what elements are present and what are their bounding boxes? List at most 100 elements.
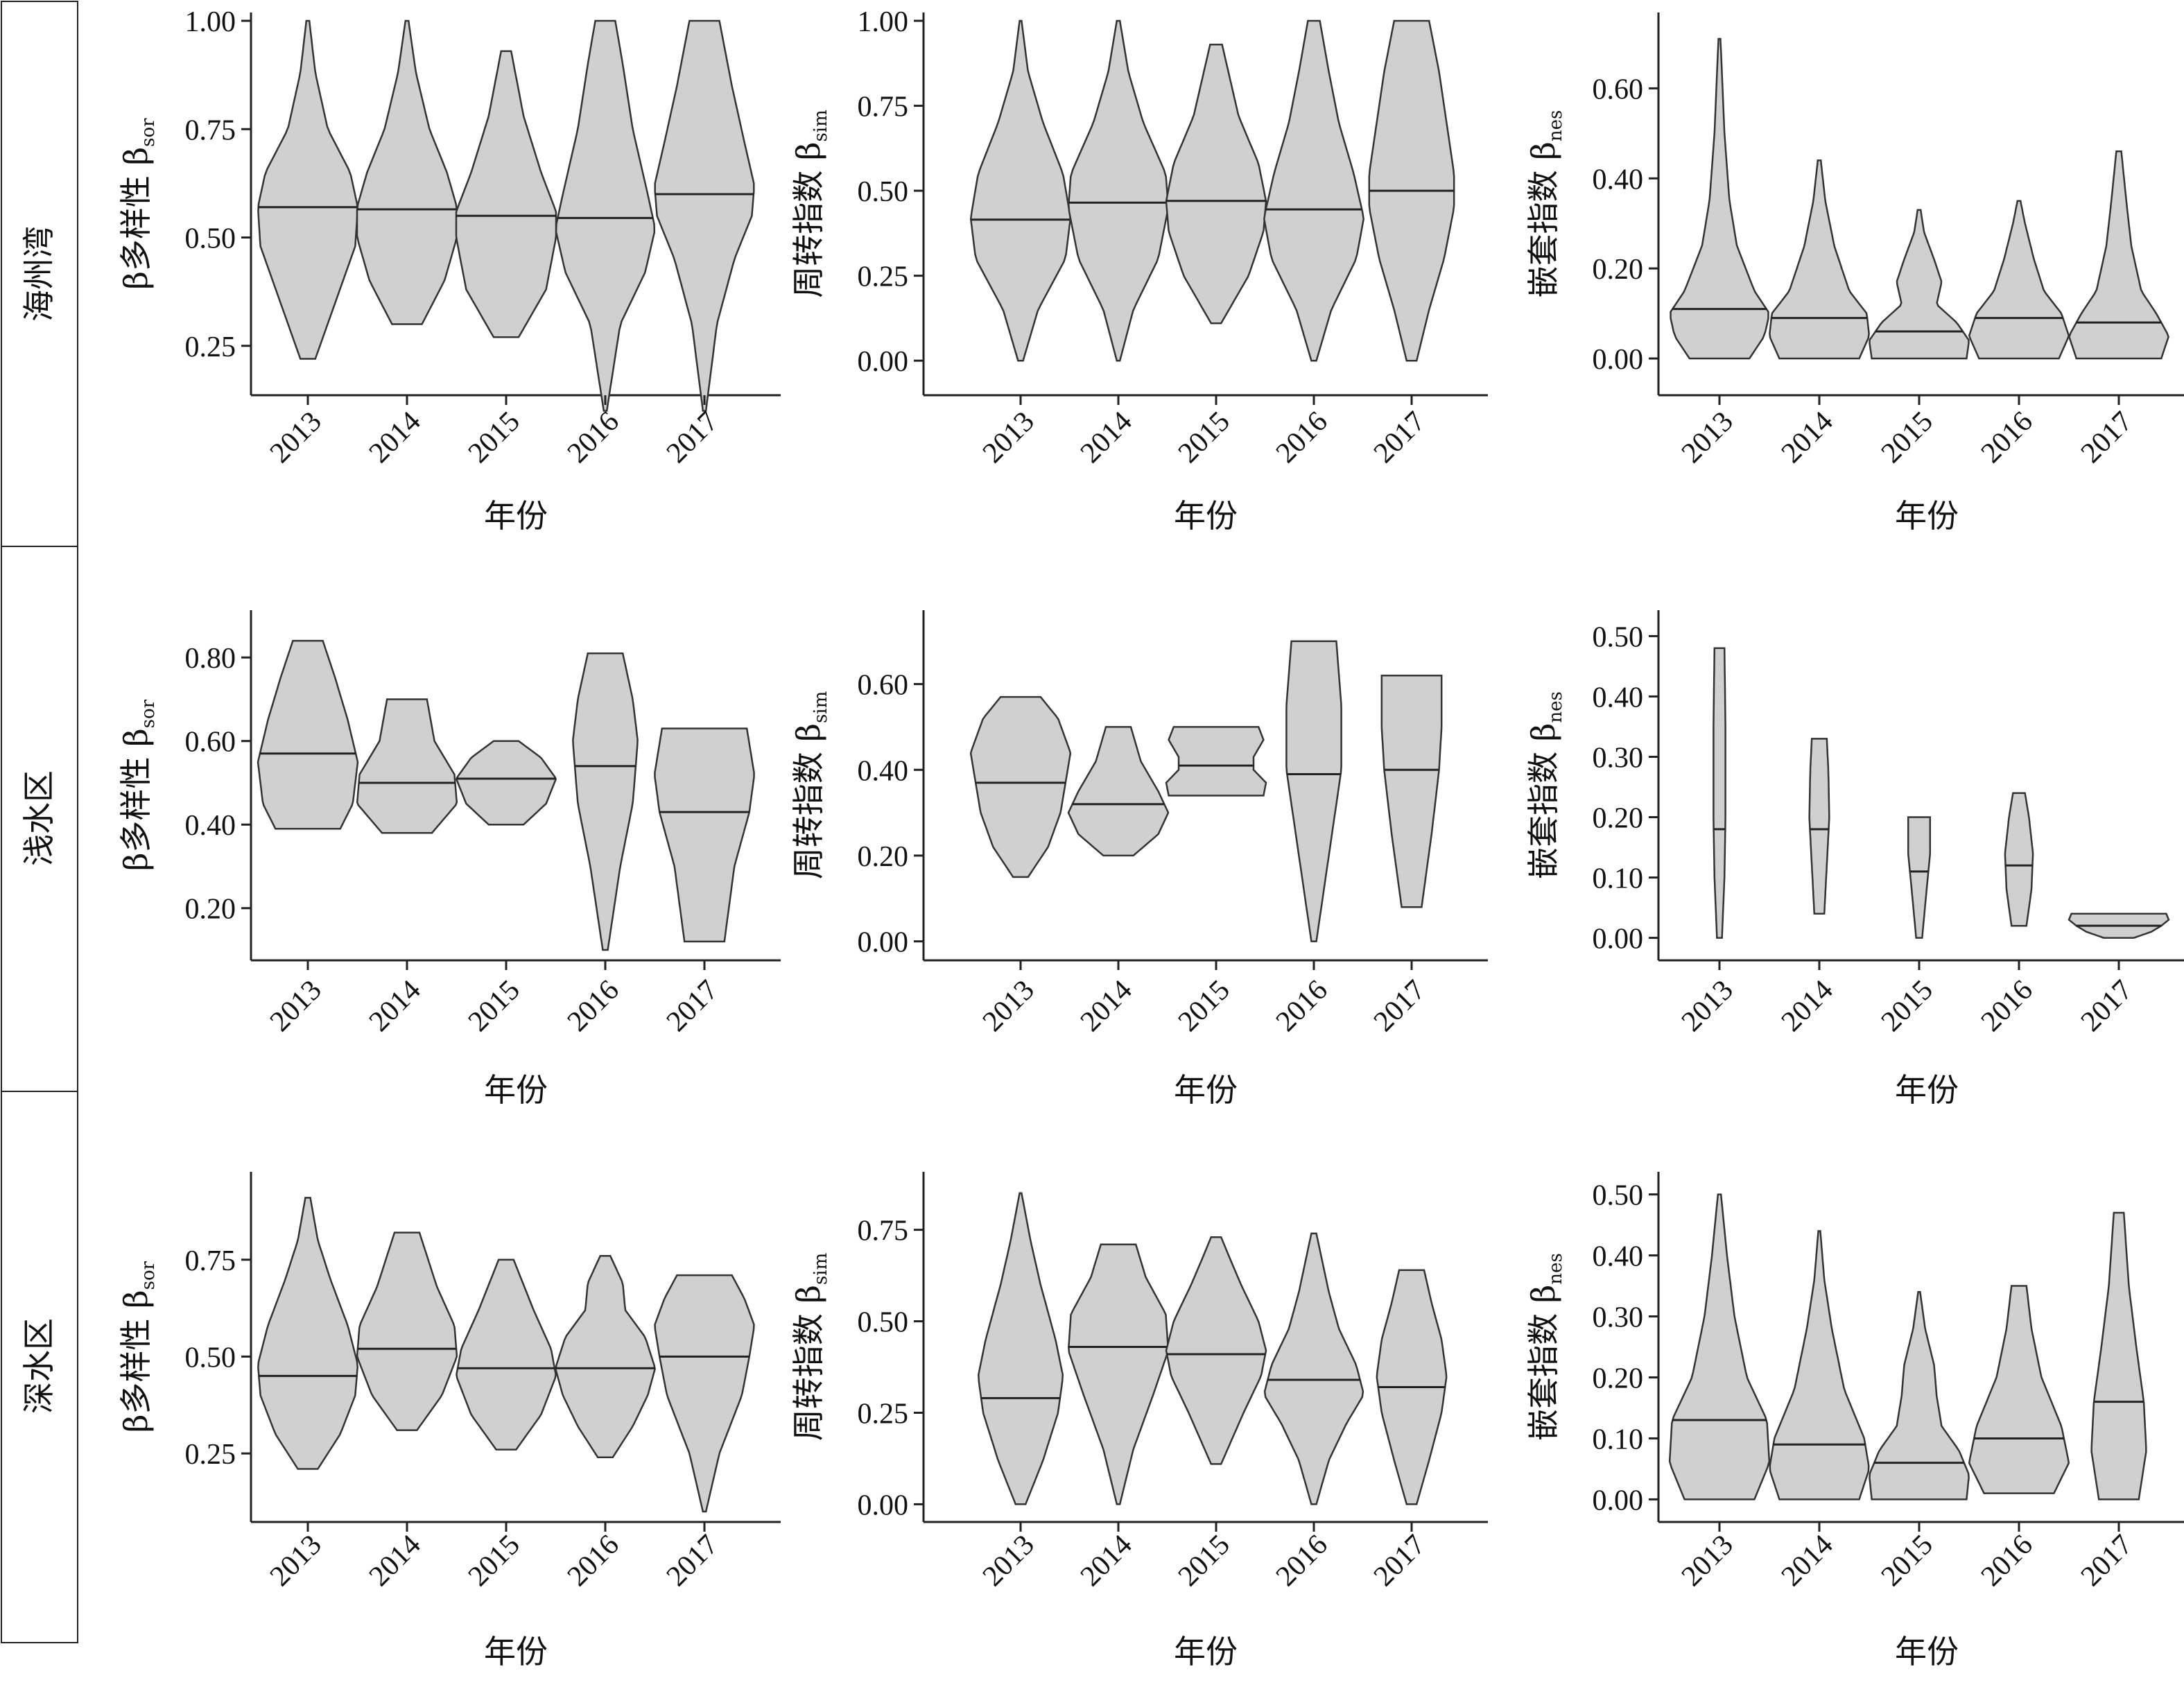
- violin-2015: [1165, 726, 1267, 797]
- violin-body: [654, 727, 755, 943]
- violin-2017: [1376, 1269, 1448, 1505]
- violin-body: [1670, 37, 1769, 360]
- violin-body: [1769, 1230, 1870, 1500]
- violin-2013: [969, 695, 1072, 879]
- x-tick-label: 2015: [462, 1529, 526, 1593]
- y-axis-title-subscript: nes: [1545, 691, 1566, 723]
- y-axis-title-subscript: sor: [138, 118, 159, 147]
- violin-2016: [1263, 1232, 1364, 1505]
- y-axis-title-main: 嵌套指数 β: [1525, 1285, 1562, 1441]
- violin-body: [1869, 1291, 1970, 1500]
- x-tick-label: 2017: [661, 974, 725, 1038]
- y-axis-title-subscript: sor: [138, 1261, 159, 1290]
- violin-2017: [2090, 1211, 2147, 1500]
- x-tick-label: 2015: [1875, 406, 1939, 469]
- y-axis-title-main: β多样性 β: [117, 147, 155, 290]
- violin-2013: [257, 19, 358, 360]
- violin-body: [257, 1197, 358, 1470]
- violin-body: [1285, 640, 1342, 942]
- y-tick-label: 0.40: [1593, 164, 1644, 196]
- violin-2016: [1285, 640, 1342, 942]
- violin-2015: [1907, 816, 1932, 939]
- row-label-box-1: [1, 1, 78, 547]
- violin-body: [1907, 816, 1932, 939]
- y-tick-label: 0.50: [185, 1342, 236, 1374]
- violin-2014: [1808, 738, 1830, 915]
- y-axis-title-subscript: sim: [811, 1253, 831, 1285]
- x-tick-label: 2014: [363, 974, 427, 1038]
- violin-body: [1380, 674, 1443, 908]
- x-tick-label: 2014: [1075, 1529, 1138, 1593]
- y-axis-title: 周转指数 βsim: [790, 110, 831, 298]
- violin-body: [1068, 1243, 1169, 1505]
- x-tick-label: 2016: [1270, 406, 1334, 469]
- x-tick-label: 2015: [1875, 974, 1939, 1038]
- x-axis-title: 年份: [484, 497, 548, 535]
- violin-body: [356, 19, 458, 325]
- x-tick-label: 2013: [1676, 1529, 1740, 1593]
- violin-2017: [654, 1274, 755, 1513]
- x-tick-label: 2014: [363, 1529, 427, 1593]
- violin-2015: [456, 740, 557, 826]
- y-axis-title: 周转指数 βsim: [790, 691, 831, 880]
- chart-panels: 0.25 0.50 0.75 1.00 2013 2014 2015 2016 2017 年份 β多…: [117, 6, 2184, 1670]
- x-tick-label: 2015: [1172, 974, 1236, 1038]
- violin-2013: [969, 19, 1072, 362]
- y-tick-label: 0.50: [858, 176, 909, 208]
- y-axis-title: 周转指数 βsim: [790, 1253, 831, 1442]
- y-tick-label: 0.25: [858, 261, 909, 293]
- y-tick-label: 0.75: [858, 92, 909, 123]
- violin-2016: [555, 1254, 656, 1459]
- y-tick-label: 0.20: [1593, 254, 1644, 286]
- x-tick-label: 2015: [1875, 1529, 1939, 1593]
- y-axis-title: β多样性 βsor: [117, 699, 159, 871]
- y-tick-label: 1.00: [185, 6, 236, 38]
- y-axis-title-main: 周转指数 β: [790, 1285, 827, 1441]
- violin-body: [1668, 1193, 1771, 1500]
- y-axis-title-main: 周转指数 β: [790, 142, 827, 298]
- x-tick-label: 2013: [977, 406, 1041, 469]
- violin-2014: [1769, 1230, 1870, 1500]
- row-label-deep: 深水区: [20, 1318, 58, 1414]
- x-tick-label: 2016: [1975, 974, 2039, 1038]
- y-tick-label: 0.30: [1593, 742, 1644, 774]
- violin-2016: [1968, 200, 2070, 360]
- y-tick-label: 0.75: [858, 1215, 909, 1247]
- violin-2014: [1769, 159, 1870, 360]
- x-tick-label: 2016: [562, 1529, 625, 1593]
- violin-body: [1165, 726, 1267, 797]
- y-tick-label: 0.60: [858, 670, 909, 702]
- y-axis-title: β多样性 βsor: [117, 1261, 159, 1433]
- violin-body: [555, 19, 656, 412]
- x-tick-label: 2013: [1676, 406, 1740, 469]
- y-axis-title: 嵌套指数 βnes: [1525, 110, 1566, 298]
- y-tick-label: 0.40: [1593, 682, 1644, 713]
- violin-body: [1968, 1285, 2070, 1494]
- violin-2016: [1263, 19, 1364, 362]
- x-tick-label: 2017: [1368, 406, 1432, 469]
- y-tick-label: 0.25: [185, 331, 236, 363]
- y-tick-label: 0.50: [1593, 621, 1644, 653]
- row-label-box-3: [1, 1091, 78, 1643]
- x-axis-title: 年份: [1895, 497, 1959, 535]
- x-tick-label: 2017: [661, 406, 725, 469]
- x-tick-label: 2013: [977, 1529, 1041, 1593]
- violin-2015: [1165, 1236, 1267, 1465]
- x-axis-title: 年份: [484, 1633, 548, 1670]
- row-label-box-2: [1, 546, 78, 1092]
- x-tick-label: 2013: [264, 974, 328, 1038]
- x-tick-label: 2014: [1075, 974, 1138, 1038]
- violin-2016: [1968, 1285, 2070, 1494]
- y-tick-label: 0.00: [1593, 344, 1644, 376]
- violin-body: [356, 1231, 458, 1431]
- violin-2014: [1068, 1243, 1169, 1505]
- violin-2015: [456, 1258, 557, 1451]
- x-tick-label: 2016: [562, 974, 625, 1038]
- y-tick-label: 0.40: [858, 755, 909, 787]
- violin-2014: [356, 698, 458, 834]
- violin-body: [969, 19, 1072, 362]
- violin-2013: [978, 1192, 1064, 1505]
- violin-body: [1068, 19, 1169, 362]
- y-tick-label: 0.20: [858, 841, 909, 873]
